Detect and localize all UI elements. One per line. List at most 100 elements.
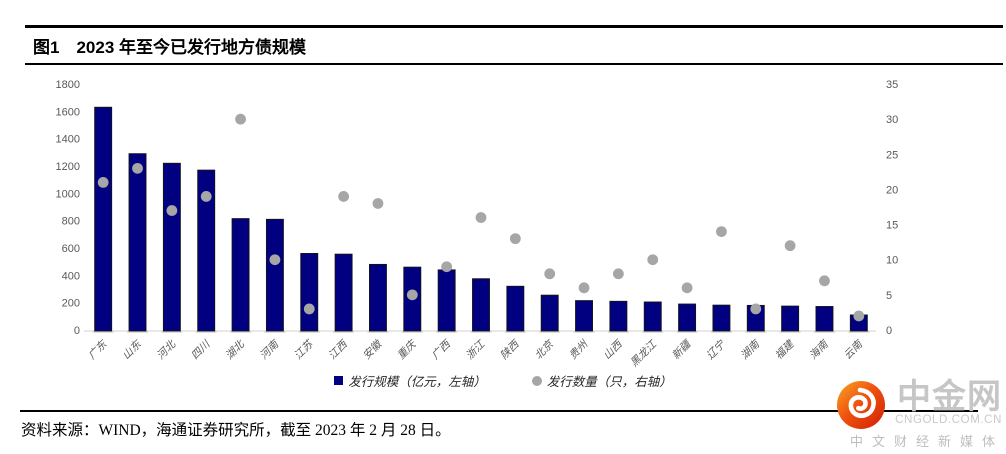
bar-shadow [607,331,629,333]
bar-shadow [161,331,183,333]
bar-广东 [94,106,113,332]
bar-贵州 [575,300,593,332]
bar-shadow [642,331,664,333]
bar-shadow [401,331,423,333]
dot-河北 [166,205,178,216]
right-axis-tick: 25 [886,149,898,161]
bar-北京 [540,294,559,332]
bar-安徽 [369,263,387,332]
dot-广东 [97,177,109,188]
right-axis-tick: 10 [886,255,898,267]
logo-domain: CNGOLD.COM.CN [895,414,1002,426]
bar-series-label: 发行规模（亿元，左轴） [348,374,486,389]
left-axis-tick: 200 [62,298,80,310]
bar-shadow [264,331,286,333]
chart-legend: 发行规模（亿元，左轴） 发行数量（只，右轴） [0,371,1006,390]
legend-item-bar: 发行规模（亿元，左轴） [334,371,486,390]
dot-湖南 [750,303,762,315]
right-axis-tick: 15 [886,220,898,232]
x-label-辽宁: 辽宁 [704,338,728,362]
x-label-四川: 四川 [189,338,213,362]
x-label-湖北: 湖北 [223,338,247,362]
x-label-安徽: 安徽 [361,338,385,362]
bar-shadow [195,331,217,333]
x-label-山西: 山西 [601,338,625,362]
dot-贵州 [578,282,590,294]
right-axis-tick: 5 [886,290,892,302]
right-axis-tick: 0 [886,325,892,337]
bar-黑龙江 [643,301,662,332]
dot-江苏 [303,303,315,315]
x-label-广东: 广东 [86,338,110,362]
dot-新疆 [681,282,693,294]
dot-浙江 [475,212,487,223]
bar-辽宁 [712,304,731,332]
left-axis-tick: 0 [74,325,80,337]
bar-shadow [539,331,561,333]
dot-黑龙江 [647,254,659,266]
left-axis-tick: 1800 [56,79,80,91]
x-label-贵州: 贵州 [567,338,591,362]
bar-shadow [573,331,595,333]
bar-河北 [162,162,181,332]
bar-江西 [334,253,353,332]
x-label-福建: 福建 [773,338,797,362]
x-label-北京: 北京 [532,338,556,362]
x-label-山东: 山东 [120,338,144,362]
x-label-广西: 广西 [429,338,453,362]
bar-shadow [127,331,149,333]
bar-福建 [781,305,800,332]
bar-series-marker [334,376,344,385]
left-axis-tick: 1600 [56,106,80,118]
dot-山东 [132,162,143,174]
dot-江西 [338,191,350,202]
x-label-陕西: 陕西 [498,338,522,362]
cngold-logo-icon [837,381,885,429]
bar-shadow [92,331,114,333]
bar-山西 [609,300,628,332]
bar-四川 [197,169,216,332]
logo-tagline: 中文财经新媒体 [849,434,1004,449]
bar-shadow [333,331,355,333]
dot-海南 [819,275,830,287]
dot-四川 [200,191,212,202]
dot-安徽 [372,198,384,209]
bar-shadow [676,331,698,333]
bar-shadow [779,331,801,333]
right-axis-tick: 30 [886,114,898,126]
bar-海南 [815,306,834,332]
dot-河南 [269,254,281,266]
bar-shadow [504,331,526,333]
dot-辽宁 [716,226,727,238]
bar-广西 [437,269,456,332]
cngold-logo: 中金网 CNGOLD.COM.CN 中文财经新媒体 [826,378,1004,452]
x-label-新疆: 新疆 [670,337,695,362]
footer-divider [20,410,978,412]
dot-重庆 [406,289,418,301]
dot-湖北 [235,113,246,125]
left-axis-tick: 600 [62,243,80,255]
top-divider [25,25,1003,28]
x-label-浙江: 浙江 [464,338,488,362]
bar-shadow [470,331,492,333]
dot-山西 [612,268,624,280]
bar-新疆 [678,303,697,332]
x-label-河北: 河北 [155,338,179,362]
bar-shadow [230,331,252,333]
dot-云南 [853,310,865,322]
left-axis-tick: 800 [62,216,80,228]
right-axis-tick: 20 [886,184,898,196]
bar-shadow [298,331,320,333]
x-label-海南: 海南 [807,338,831,362]
bar-浙江 [472,278,490,332]
dot-陕西 [509,233,521,245]
bar-陕西 [506,285,525,332]
left-axis-tick: 400 [62,270,80,282]
bar-shadow [848,331,870,333]
x-label-云南: 云南 [842,338,866,362]
title-divider [25,63,1003,65]
dot-福建 [784,240,796,252]
left-axis-tick: 1400 [56,134,80,146]
dot-series-label: 发行数量（只，右轴） [546,374,672,389]
